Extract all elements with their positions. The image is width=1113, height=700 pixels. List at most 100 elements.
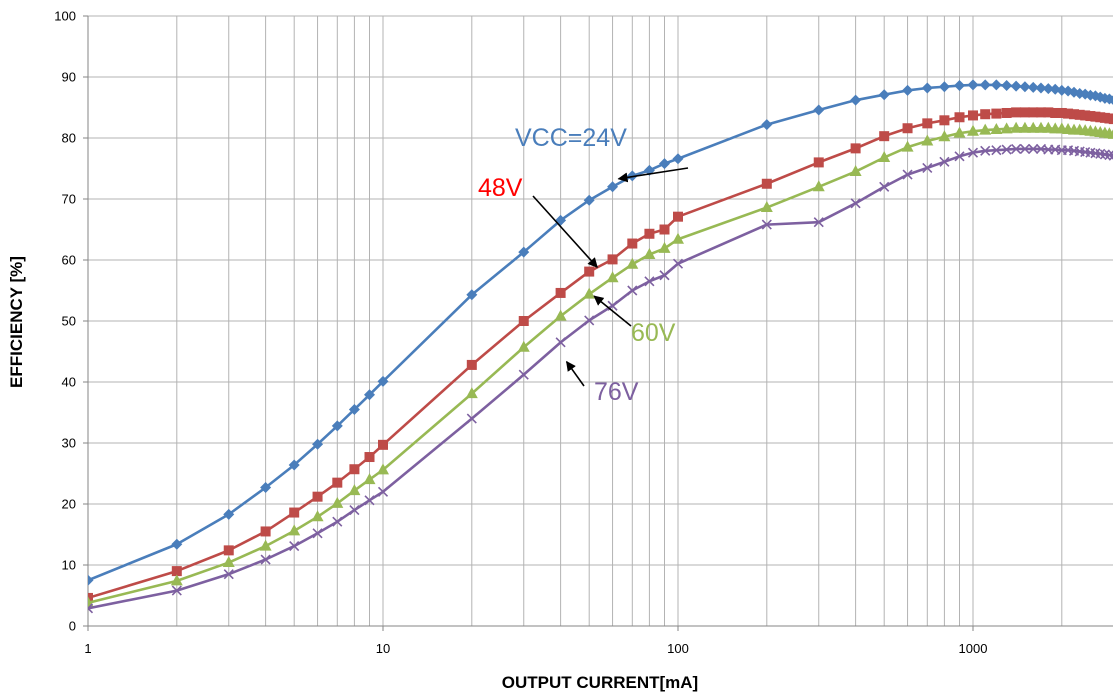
data-point [606, 271, 619, 283]
y-tick-label: 20 [62, 497, 76, 512]
data-point [1018, 121, 1031, 133]
data-point [938, 130, 951, 142]
data-point [1028, 107, 1039, 118]
data-point [259, 539, 272, 551]
y-tick-label: 70 [62, 192, 76, 207]
data-point [554, 309, 567, 321]
data-point [518, 369, 529, 380]
data-point [850, 198, 861, 209]
data-point [1001, 144, 1012, 155]
data-point [88, 603, 94, 614]
y-tick-label: 50 [62, 314, 76, 329]
data-point [939, 156, 950, 167]
data-point [644, 228, 655, 239]
data-point [466, 413, 477, 424]
x-tick-label: 1 [84, 641, 91, 656]
data-point [466, 359, 477, 370]
data-point [1011, 107, 1022, 118]
data-point [673, 211, 683, 222]
data-point [1019, 81, 1031, 93]
data-point [980, 145, 991, 156]
data-point [289, 507, 300, 518]
data-point [223, 545, 234, 556]
data-point [331, 420, 343, 432]
data-point [517, 340, 530, 352]
data-point [761, 178, 772, 189]
data-point [1001, 80, 1013, 92]
annotation-arrow-76v [565, 360, 585, 387]
data-point [659, 158, 671, 170]
data-point [902, 84, 914, 96]
data-point [938, 81, 950, 93]
data-point [518, 246, 530, 258]
series-48v [88, 107, 1113, 603]
data-point [980, 109, 991, 120]
data-point [555, 287, 566, 298]
data-point [260, 526, 271, 537]
data-point [967, 147, 979, 158]
series-layer [88, 79, 1113, 614]
data-point [902, 123, 913, 134]
data-point [1085, 111, 1096, 122]
data-point [1069, 109, 1080, 120]
data-point [850, 94, 862, 106]
data-point [1042, 83, 1054, 95]
series-vcc-24v [88, 79, 1113, 586]
data-point [349, 464, 360, 475]
y-tick-label: 0 [69, 619, 76, 634]
data-point [607, 254, 618, 265]
data-point [967, 79, 979, 91]
data-point [1056, 84, 1068, 96]
annotation-label-60v: 60V [631, 319, 676, 347]
data-point [1027, 81, 1039, 93]
data-point [626, 257, 639, 269]
data-point [311, 510, 324, 522]
data-point [1001, 107, 1012, 118]
data-point [1028, 143, 1039, 155]
data-point [260, 554, 271, 565]
data-point [643, 248, 656, 260]
data-point [1010, 121, 1023, 133]
data-point [555, 337, 566, 348]
data-point [879, 131, 890, 142]
data-point [607, 181, 619, 193]
y-tick-label: 10 [62, 558, 76, 573]
data-point [377, 486, 389, 497]
data-point [1043, 107, 1054, 118]
data-point [813, 217, 824, 228]
data-point [377, 463, 389, 475]
x-axis-title: OUTPUT CURRENT[mA] [502, 673, 698, 692]
data-point [223, 569, 234, 580]
data-point [627, 285, 638, 296]
data-point [348, 403, 360, 415]
data-point [332, 477, 343, 488]
data-point [332, 516, 343, 527]
data-point [349, 505, 360, 516]
data-point [921, 134, 934, 146]
y-tick-label: 90 [62, 70, 76, 85]
data-point [1104, 113, 1113, 124]
data-point [991, 108, 1002, 119]
data-point [223, 508, 235, 520]
data-point [990, 79, 1002, 91]
data-point [1035, 82, 1047, 94]
annotation-label-48v: 48V [478, 174, 523, 202]
data-point [922, 162, 933, 173]
data-point [1074, 109, 1085, 120]
data-point [171, 538, 183, 550]
data-point [583, 287, 596, 299]
y-tick-label: 60 [62, 253, 76, 268]
data-point [878, 89, 890, 101]
data-point [813, 104, 825, 116]
data-point [222, 556, 235, 568]
y-axis-title: EFFICIENCY [%] [7, 256, 26, 388]
data-point [348, 484, 361, 496]
data-point [626, 170, 638, 182]
data-point [1107, 129, 1113, 139]
data-point [312, 491, 323, 502]
data-point [921, 82, 933, 94]
data-point [954, 80, 966, 92]
y-tick-label: 30 [62, 436, 76, 451]
data-point [1027, 121, 1040, 133]
